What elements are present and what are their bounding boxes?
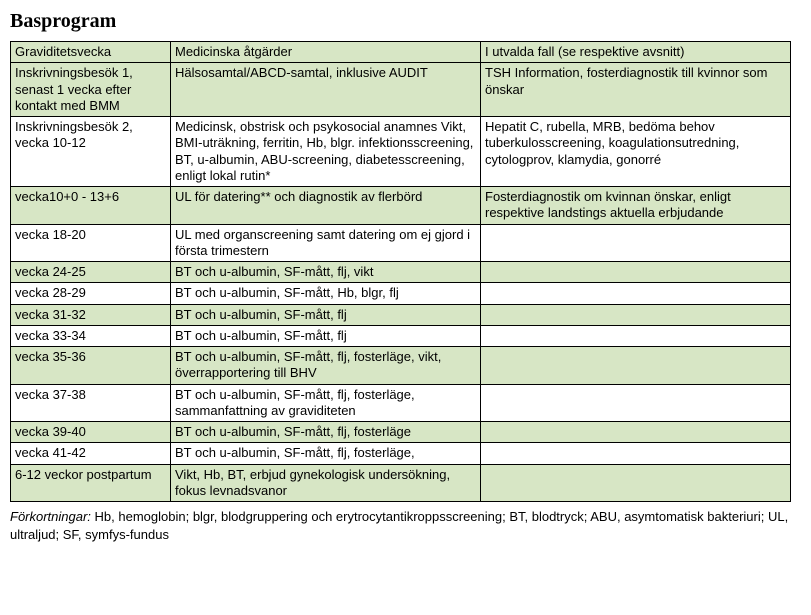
table-cell xyxy=(481,325,791,346)
table-cell: UL med organscreening samt datering om e… xyxy=(171,224,481,262)
table-cell xyxy=(481,283,791,304)
table-row: vecka 31-32BT och u-albumin, SF-mått, fl… xyxy=(11,304,791,325)
table-cell: BT och u-albumin, SF-mått, flj, fosterlä… xyxy=(171,384,481,422)
table-cell xyxy=(481,422,791,443)
table-cell: 6-12 veckor postpartum xyxy=(11,464,171,502)
table-header-row: Graviditetsvecka Medicinska åtgärder I u… xyxy=(11,42,791,63)
table-cell: vecka 18-20 xyxy=(11,224,171,262)
table-body: Graviditetsvecka Medicinska åtgärder I u… xyxy=(11,42,791,502)
table-cell: Inskrivningsbesök 2, vecka 10-12 xyxy=(11,117,171,187)
table-cell: vecka 37-38 xyxy=(11,384,171,422)
table-row: vecka 18-20UL med organscreening samt da… xyxy=(11,224,791,262)
col-header: Medicinska åtgärder xyxy=(171,42,481,63)
table-cell: UL för datering** och diagnostik av fler… xyxy=(171,187,481,225)
table-cell: Medicinsk, obstrisk och psykosocial anam… xyxy=(171,117,481,187)
table-cell: BT och u-albumin, SF-mått, flj, fosterlä… xyxy=(171,443,481,464)
table-cell: vecka 24-25 xyxy=(11,262,171,283)
table-row: vecka 39-40BT och u-albumin, SF-mått, fl… xyxy=(11,422,791,443)
table-cell: BT och u-albumin, SF-mått, flj, vikt xyxy=(171,262,481,283)
table-cell xyxy=(481,262,791,283)
table-cell: vecka 28-29 xyxy=(11,283,171,304)
table-cell: vecka 31-32 xyxy=(11,304,171,325)
table-cell: TSH Information, fosterdiagnostik till k… xyxy=(481,63,791,117)
table-cell xyxy=(481,304,791,325)
table-cell: Vikt, Hb, BT, erbjud gynekologisk unders… xyxy=(171,464,481,502)
table-row: vecka 24-25BT och u-albumin, SF-mått, fl… xyxy=(11,262,791,283)
table-row: Inskrivningsbesök 2, vecka 10-12Medicins… xyxy=(11,117,791,187)
table-row: Inskrivningsbesök 1, senast 1 vecka efte… xyxy=(11,63,791,117)
footnote-text: Hb, hemoglobin; blgr, blodgruppering och… xyxy=(10,509,788,542)
page-title: Basprogram xyxy=(10,10,801,33)
table-cell: Fosterdiagnostik om kvinnan önskar, enli… xyxy=(481,187,791,225)
table-row: vecka 41-42BT och u-albumin, SF-mått, fl… xyxy=(11,443,791,464)
table-cell: BT och u-albumin, SF-mått, flj, fosterlä… xyxy=(171,347,481,385)
basprogram-table: Graviditetsvecka Medicinska åtgärder I u… xyxy=(10,41,791,502)
table-row: vecka10+0 - 13+6UL för datering** och di… xyxy=(11,187,791,225)
table-cell: Hälsosamtal/ABCD-samtal, inklusive AUDIT xyxy=(171,63,481,117)
table-cell: vecka 41-42 xyxy=(11,443,171,464)
table-cell: vecka 39-40 xyxy=(11,422,171,443)
col-header: I utvalda fall (se respektive avsnitt) xyxy=(481,42,791,63)
table-cell: BT och u-albumin, SF-mått, flj, fosterlä… xyxy=(171,422,481,443)
table-row: vecka 28-29BT och u-albumin, SF-mått, Hb… xyxy=(11,283,791,304)
table-row: vecka 37-38BT och u-albumin, SF-mått, fl… xyxy=(11,384,791,422)
table-cell: vecka 35-36 xyxy=(11,347,171,385)
table-cell: Inskrivningsbesök 1, senast 1 vecka efte… xyxy=(11,63,171,117)
footnote: Förkortningar: Hb, hemoglobin; blgr, blo… xyxy=(10,508,790,543)
table-cell xyxy=(481,443,791,464)
table-cell: Hepatit C, rubella, MRB, bedöma behov tu… xyxy=(481,117,791,187)
table-row: 6-12 veckor postpartumVikt, Hb, BT, erbj… xyxy=(11,464,791,502)
table-cell xyxy=(481,224,791,262)
table-cell: BT och u-albumin, SF-mått, Hb, blgr, flj xyxy=(171,283,481,304)
table-cell: BT och u-albumin, SF-mått, flj xyxy=(171,304,481,325)
table-cell xyxy=(481,347,791,385)
table-cell: vecka10+0 - 13+6 xyxy=(11,187,171,225)
table-cell xyxy=(481,384,791,422)
table-row: vecka 35-36BT och u-albumin, SF-mått, fl… xyxy=(11,347,791,385)
table-row: vecka 33-34BT och u-albumin, SF-mått, fl… xyxy=(11,325,791,346)
table-cell: BT och u-albumin, SF-mått, flj xyxy=(171,325,481,346)
table-cell: vecka 33-34 xyxy=(11,325,171,346)
footnote-label: Förkortningar: xyxy=(10,509,91,524)
table-cell xyxy=(481,464,791,502)
col-header: Graviditetsvecka xyxy=(11,42,171,63)
